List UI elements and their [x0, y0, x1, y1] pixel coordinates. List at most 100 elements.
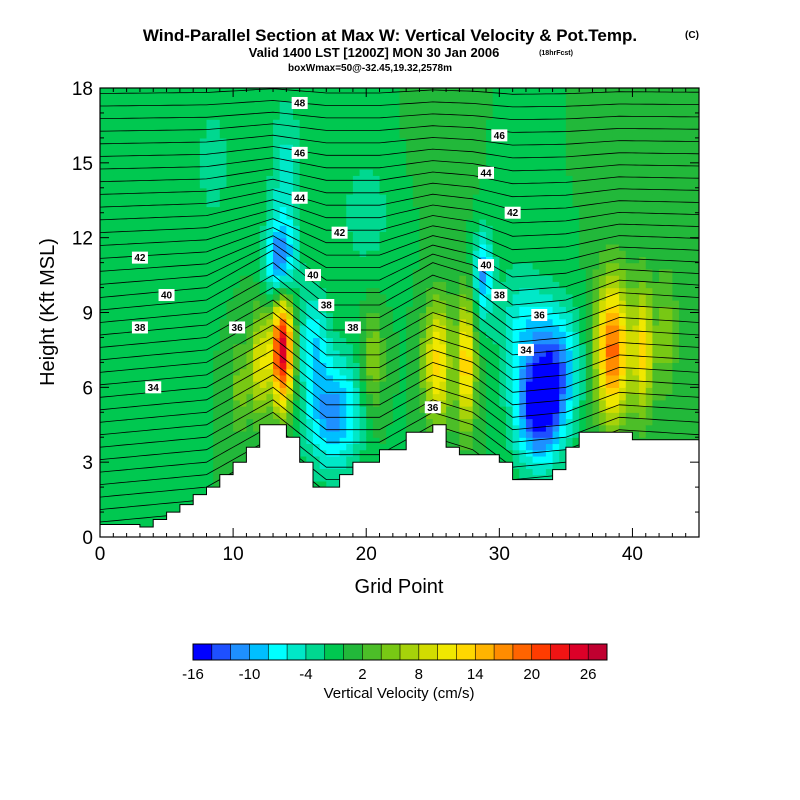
w-cell — [199, 424, 208, 432]
w-cell — [153, 349, 161, 357]
w-cell — [392, 169, 401, 176]
w-cell — [166, 162, 174, 170]
w-cell — [392, 424, 401, 432]
w-cell — [452, 88, 460, 95]
w-cell — [213, 312, 221, 320]
w-cell — [505, 331, 514, 339]
w-cell — [399, 175, 407, 183]
w-cell — [379, 443, 387, 451]
w-cell — [106, 468, 114, 476]
w-cell — [505, 268, 514, 276]
w-cell — [372, 418, 381, 426]
w-cell — [472, 293, 480, 301]
w-cell — [545, 393, 554, 401]
w-cell — [226, 300, 234, 307]
w-cell — [226, 312, 234, 320]
w-cell — [213, 362, 221, 370]
w-cell — [499, 349, 507, 357]
w-cell — [126, 505, 134, 513]
w-cell — [179, 293, 188, 301]
w-cell — [166, 455, 174, 463]
w-cell — [339, 169, 347, 176]
w-cell — [159, 88, 168, 95]
w-cell — [499, 88, 507, 95]
w-cell — [253, 430, 261, 438]
w-cell — [399, 393, 407, 401]
w-cell — [179, 275, 188, 282]
w-cell — [439, 250, 447, 257]
w-cell — [332, 368, 341, 376]
w-cell — [486, 225, 494, 233]
w-cell — [545, 349, 554, 357]
w-cell — [446, 399, 454, 407]
w-cell — [352, 250, 361, 257]
w-cell — [545, 424, 554, 432]
w-cell — [512, 318, 520, 326]
w-cell — [239, 206, 248, 214]
w-cell — [332, 100, 341, 108]
w-cell — [559, 430, 567, 438]
w-cell — [139, 374, 148, 382]
w-cell — [346, 430, 354, 438]
w-cell — [519, 94, 527, 102]
w-cell — [312, 300, 321, 307]
w-cell — [486, 362, 494, 370]
w-cell — [352, 406, 361, 413]
w-cell — [213, 349, 221, 357]
w-cell — [499, 443, 507, 451]
w-cell — [332, 268, 341, 276]
w-cell — [379, 200, 387, 208]
w-cell — [539, 181, 547, 189]
w-cell — [366, 293, 374, 301]
w-cell — [206, 300, 214, 307]
w-cell — [266, 418, 274, 426]
w-cell — [153, 262, 161, 270]
w-cell — [419, 399, 427, 407]
w-cell — [306, 250, 314, 257]
w-cell — [119, 156, 128, 164]
w-cell — [479, 106, 487, 114]
w-cell — [119, 175, 128, 183]
w-cell — [492, 281, 500, 289]
w-cell — [119, 119, 128, 127]
w-cell — [133, 399, 141, 407]
w-cell — [306, 324, 314, 332]
w-cell — [306, 243, 314, 251]
w-cell — [359, 368, 367, 376]
w-cell — [399, 194, 407, 201]
w-cell — [392, 281, 401, 289]
w-cell — [213, 243, 221, 251]
w-cell — [319, 474, 327, 482]
w-cell — [146, 237, 154, 245]
w-cell — [273, 231, 281, 239]
w-cell — [319, 212, 327, 220]
w-cell — [239, 200, 248, 208]
w-cell — [119, 468, 128, 476]
w-cell — [286, 125, 294, 133]
w-cell — [293, 169, 301, 176]
w-cell — [153, 275, 161, 282]
w-cell — [253, 88, 261, 95]
w-cell — [266, 362, 274, 370]
w-cell — [119, 100, 128, 108]
w-cell — [186, 393, 194, 401]
w-cell — [486, 387, 494, 395]
w-cell — [512, 106, 520, 114]
w-cell — [446, 218, 454, 226]
w-cell — [159, 480, 168, 488]
w-cell — [173, 150, 181, 158]
w-cell — [359, 218, 367, 226]
w-cell — [293, 430, 301, 438]
w-cell — [452, 150, 460, 158]
w-cell — [173, 474, 181, 482]
w-cell — [133, 331, 141, 339]
w-cell — [392, 162, 401, 170]
w-cell — [206, 169, 214, 176]
w-cell — [552, 455, 560, 463]
w-cell — [146, 106, 154, 114]
w-cell — [159, 206, 168, 214]
w-cell — [419, 381, 427, 388]
w-cell — [299, 312, 307, 320]
w-cell — [386, 306, 394, 314]
w-cell — [119, 418, 128, 426]
